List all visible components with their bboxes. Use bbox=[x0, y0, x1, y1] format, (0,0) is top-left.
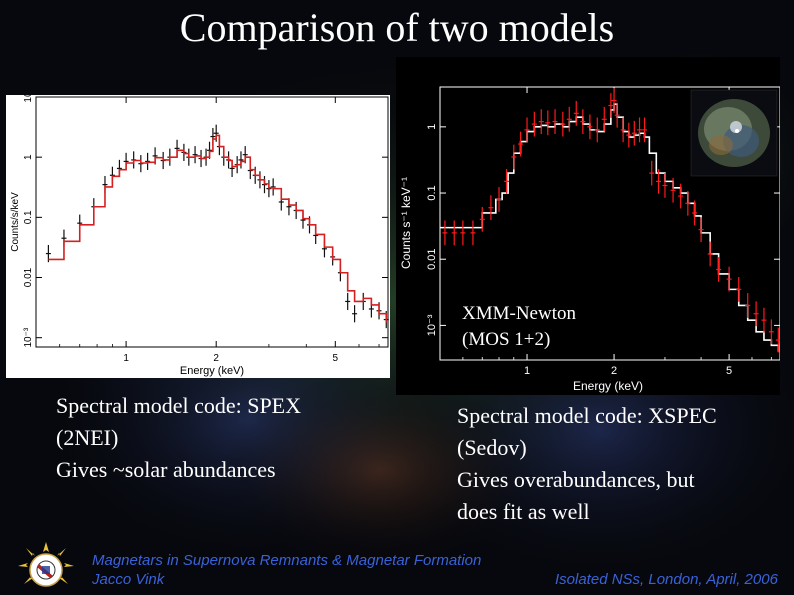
y-tick-label: 0.01 bbox=[23, 267, 34, 287]
data-point bbox=[753, 301, 759, 327]
x-tick-label: 1 bbox=[524, 365, 530, 377]
data-point bbox=[745, 293, 751, 318]
footer-author: Jacco Vink bbox=[92, 571, 165, 588]
x-tick-label: 2 bbox=[213, 353, 219, 364]
data-point bbox=[460, 220, 466, 246]
data-point bbox=[698, 217, 704, 242]
data-point bbox=[345, 292, 351, 311]
data-point bbox=[601, 106, 607, 132]
x-tick-label: 5 bbox=[726, 365, 732, 377]
footer-talk: Magnetars in Supernova Remnants & Magnet… bbox=[92, 551, 481, 589]
y-axis-label: Counts s⁻¹ keV⁻¹ bbox=[399, 177, 413, 269]
data-point bbox=[524, 117, 530, 143]
y-tick-label: 10 bbox=[23, 95, 34, 103]
data-point bbox=[670, 177, 676, 203]
caption-right-line: Spectral model code: XSPEC bbox=[457, 403, 717, 428]
data-point bbox=[538, 109, 544, 134]
data-point bbox=[768, 319, 774, 345]
data-point bbox=[145, 152, 151, 171]
caption-right-line: (Sedov) bbox=[457, 435, 527, 460]
chart-background bbox=[6, 95, 390, 378]
data-point bbox=[587, 114, 593, 140]
data-point bbox=[504, 168, 510, 194]
data-point bbox=[692, 200, 698, 226]
x-axis-label: Energy (keV) bbox=[180, 365, 244, 377]
y-tick-label: 10⁻³ bbox=[426, 314, 438, 336]
annotation-detector: (MOS 1+2) bbox=[462, 329, 550, 350]
data-point bbox=[614, 102, 620, 128]
caption-left: Spectral model code: SPEX (2NEI) Gives ~… bbox=[56, 390, 301, 486]
x-tick-label: 1 bbox=[123, 353, 129, 364]
data-point bbox=[470, 220, 476, 246]
data-point bbox=[518, 131, 524, 157]
data-point bbox=[649, 160, 655, 186]
data-point bbox=[451, 220, 457, 246]
data-point bbox=[594, 117, 600, 143]
spex-spectrum-chart: 1 2 5 10⁻³ 0.01 0.1 1 10 Energy (keV) Counts/s… bbox=[6, 95, 390, 378]
y-tick-label: 10⁻³ bbox=[23, 327, 34, 347]
data-point bbox=[611, 88, 617, 113]
x-axis-label: Energy (keV) bbox=[573, 379, 643, 393]
data-point bbox=[488, 195, 494, 221]
data-point bbox=[531, 111, 537, 137]
y-tick-label: 1 bbox=[23, 154, 34, 160]
slide-title: Comparison of two models bbox=[179, 5, 615, 50]
data-point bbox=[238, 151, 244, 169]
data-point bbox=[642, 117, 648, 143]
data-point bbox=[631, 120, 637, 146]
data-point bbox=[566, 106, 572, 132]
data-point bbox=[685, 190, 691, 216]
data-point bbox=[479, 206, 485, 232]
snr-inset-image bbox=[690, 89, 778, 177]
data-point bbox=[573, 100, 579, 126]
data-point bbox=[192, 146, 198, 164]
data-point bbox=[761, 307, 767, 333]
y-tick-label: 1 bbox=[426, 124, 438, 130]
footer-venue: Isolated NSs, London, April, 2006 bbox=[555, 571, 778, 588]
annotation-instrument: XMM-Newton bbox=[462, 303, 576, 324]
university-seal-logo bbox=[18, 542, 74, 587]
data-point bbox=[560, 111, 566, 137]
y-axis-label: Counts/s/keV bbox=[10, 192, 21, 252]
plot-frame bbox=[439, 86, 780, 361]
plot-frame bbox=[35, 96, 389, 348]
data-point bbox=[736, 277, 742, 302]
data-point bbox=[442, 220, 448, 246]
data-point bbox=[266, 180, 272, 198]
data-point bbox=[716, 257, 722, 282]
data-point bbox=[270, 178, 276, 196]
data-point bbox=[608, 93, 614, 118]
footer-talk-title: Magnetars in Supernova Remnants & Magnet… bbox=[92, 552, 482, 569]
data-point bbox=[678, 183, 684, 209]
x-tick-label: 2 bbox=[611, 365, 617, 377]
data-point bbox=[726, 266, 732, 292]
data-point bbox=[496, 187, 502, 212]
data-point bbox=[552, 109, 558, 134]
y-tick-label: 0.1 bbox=[23, 210, 34, 224]
x-tick-label: 5 bbox=[333, 353, 339, 364]
spex-model-line bbox=[48, 134, 388, 323]
data-point bbox=[545, 110, 551, 136]
data-point bbox=[620, 117, 626, 143]
y-tick-label: 0.1 bbox=[426, 185, 438, 200]
data-point bbox=[637, 117, 643, 143]
xspec-spectrum-chart: 1 2 5 10⁻³ 0.01 0.1 1 XMM-Newton (MOS 1+2) En… bbox=[396, 57, 780, 395]
caption-left-line: Spectral model code: SPEX bbox=[56, 393, 302, 418]
data-point bbox=[656, 168, 662, 194]
data-point bbox=[511, 144, 517, 170]
data-point bbox=[580, 109, 586, 134]
data-point bbox=[626, 122, 632, 148]
caption-right-line: does fit as well bbox=[457, 499, 590, 524]
caption-left-line: Gives ~solar abundances bbox=[56, 457, 276, 482]
y-tick-label: 0.01 bbox=[426, 249, 438, 270]
data-point bbox=[662, 173, 668, 198]
caption-right-line: Gives overabundances, but bbox=[457, 467, 695, 492]
data-point bbox=[352, 305, 358, 323]
data-point bbox=[775, 327, 780, 353]
data-point bbox=[707, 241, 713, 267]
caption-left-line: (2NEI) bbox=[56, 425, 119, 450]
caption-right: Spectral model code: XSPEC (Sedov) Gives… bbox=[457, 400, 717, 528]
